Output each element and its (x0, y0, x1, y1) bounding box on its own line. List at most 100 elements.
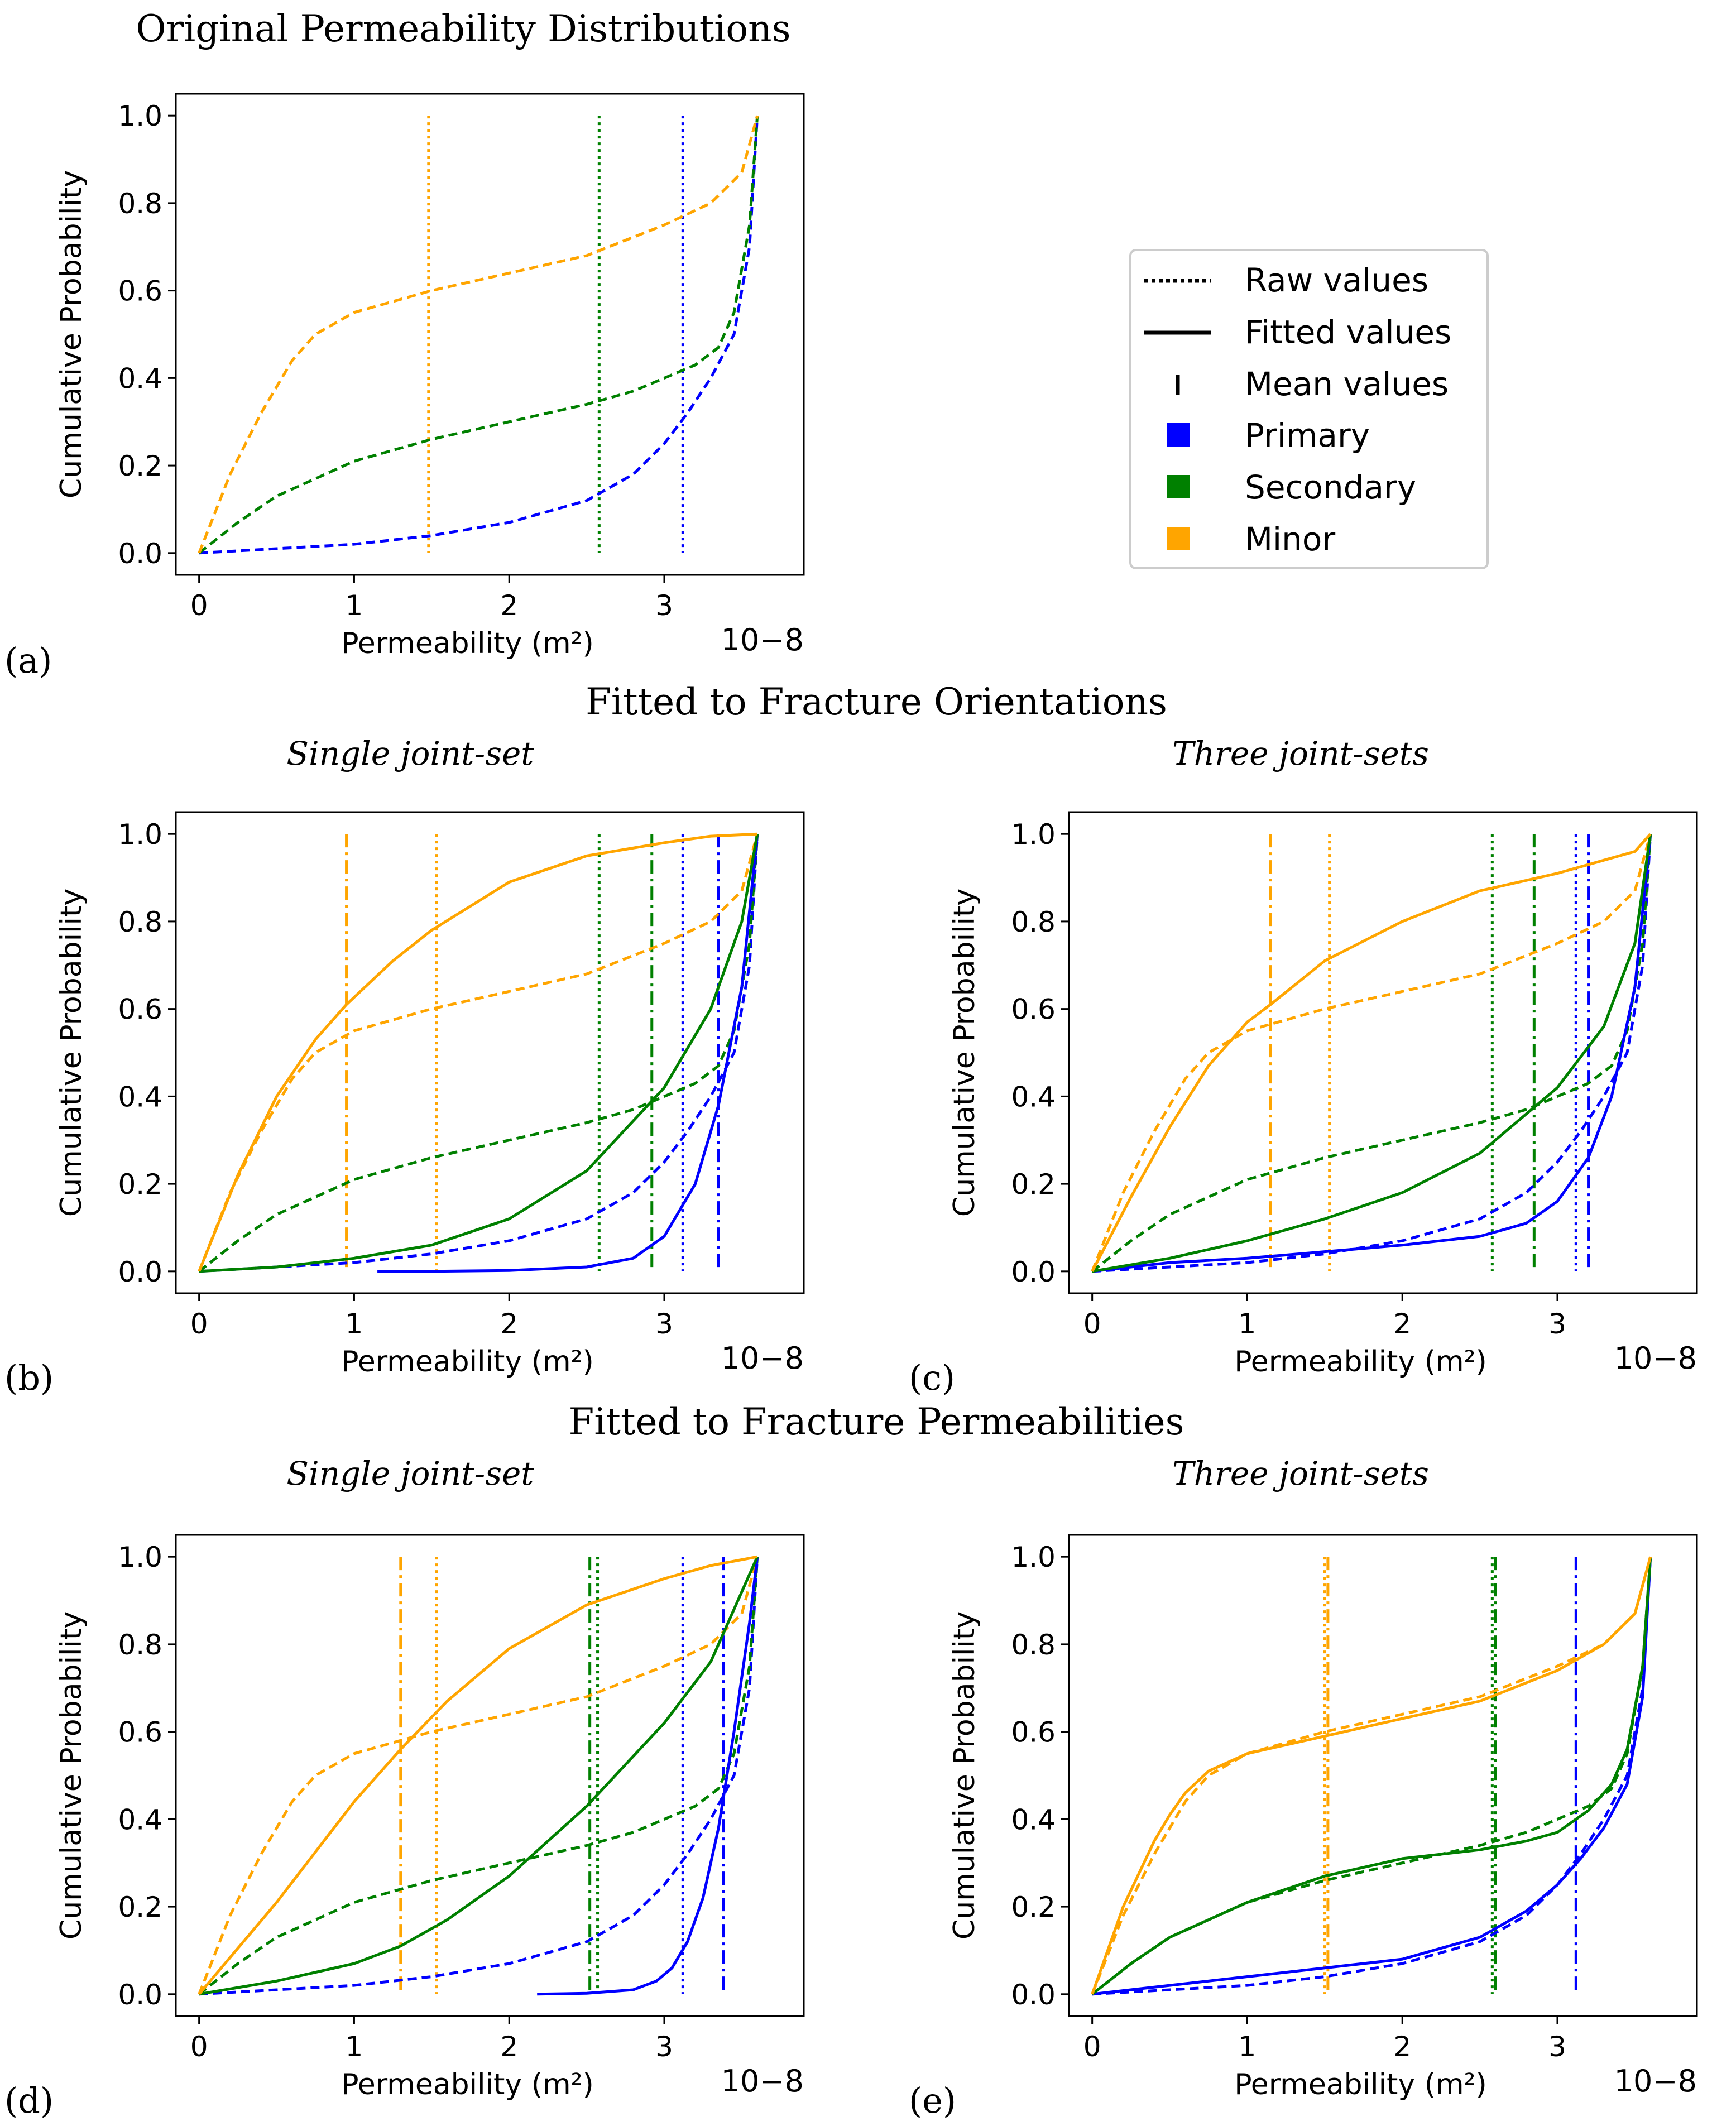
chart-4-series-primary-raw (199, 1557, 759, 1996)
legend-primary-label: Primary (1245, 416, 1370, 454)
chart-2-y-tick-label-4: 0.8 (118, 906, 162, 938)
chart-5-x-tick-label-3: 3 (1548, 2031, 1566, 2063)
chart-4-x-tick-label-0: 0 (190, 2031, 208, 2063)
chart-4-x-tick-label-3: 3 (655, 2031, 673, 2063)
chart-5-y-tick-label-1: 0.2 (1011, 1891, 1056, 1923)
chart-3-x-axis-label: Permeability (m²) (1234, 1345, 1487, 1379)
chart-2-y-tick-label-5: 1.0 (118, 818, 162, 851)
main-heading: Original Permeability Distributions (136, 7, 790, 50)
chart-2-series-secondary-fitted (199, 833, 759, 1273)
chart-3-y-tick-label-0: 0.0 (1011, 1256, 1056, 1288)
chart-4-y-tick-label-2: 0.4 (118, 1803, 162, 1836)
chart-1-series-minor-raw (198, 115, 759, 554)
three-subheading-bottom: Three joint-sets (1172, 1455, 1429, 1492)
legend-raw-label: Raw values (1245, 261, 1428, 299)
chart-5-x-tick-label-1: 1 (1239, 2031, 1257, 2063)
chart-2-x-tick-label-1: 1 (346, 1308, 363, 1340)
chart-5-x-tick-label-2: 2 (1393, 2031, 1411, 2063)
chart-1-x-tick-label-0: 0 (190, 589, 208, 622)
chart-3-x-tick-label-1: 1 (1239, 1308, 1257, 1340)
chart-4-y-tick-label-3: 0.6 (118, 1716, 162, 1749)
chart-3-y-tick-label-1: 0.2 (1011, 1168, 1056, 1201)
chart-1-y-tick-label-2: 0.4 (118, 362, 162, 395)
chart-4-x-tick-label-1: 1 (346, 2031, 363, 2063)
chart-5-series-primary-fitted (1092, 1557, 1652, 1996)
chart-4-y-tick-label-0: 0.0 (118, 1979, 162, 2011)
panel-d: 0 1 2 3 0.0 0.2 0.4 0.6 0.8 1.0 Permeability (m²) C… (4, 1534, 805, 2121)
chart-4-axes-frame (175, 1534, 805, 2017)
chart-4-y-tick-label-5: 1.0 (118, 1541, 162, 1573)
chart-5-axes-frame (1068, 1534, 1698, 2017)
chart-3-y-tick-label-5: 1.0 (1011, 818, 1056, 851)
chart-5-series-secondary-fitted (1091, 1557, 1652, 1995)
chart-5-y-axis-label: Cumulative Probability (948, 1611, 981, 1940)
legend-minor-swatch (1167, 527, 1190, 550)
chart-3-series-minor-fitted (1091, 833, 1652, 1272)
chart-3-y-tick-label-2: 0.4 (1011, 1081, 1056, 1113)
chart-4-panel-label: (d) (4, 2080, 54, 2121)
chart-5-offset-label: 10−8 (1614, 2063, 1697, 2099)
chart-3-series-minor-raw (1091, 833, 1652, 1272)
chart-1-y-tick-label-5: 1.0 (118, 100, 162, 132)
chart-1-x-tick-label-3: 3 (655, 589, 673, 622)
chart-2-y-tick-label-3: 0.6 (118, 994, 162, 1026)
chart-2-series-minor-raw (198, 833, 759, 1272)
chart-5-series-secondary-raw (1091, 1557, 1652, 1995)
legend-secondary-swatch (1167, 475, 1190, 498)
chart-3-series-primary-raw (1092, 834, 1652, 1273)
panel-b: 0 1 2 3 0.0 0.2 0.4 0.6 0.8 1.0 Permeability (m²) C… (4, 811, 805, 1398)
chart-4-series-primary-fitted (537, 1556, 759, 1996)
chart-1-y-tick-label-4: 0.8 (118, 188, 162, 220)
chart-5-y-tick-label-0: 0.0 (1011, 1979, 1056, 2011)
chart-2-series-secondary-raw (198, 834, 759, 1273)
chart-4-y-tick-label-1: 0.2 (118, 1891, 162, 1923)
legend-fitted-label: Fitted values (1245, 313, 1451, 351)
chart-3-y-tick-label-4: 0.8 (1011, 906, 1056, 938)
chart-3-panel-label: (c) (909, 1357, 955, 1398)
panel-c: 0 1 2 3 0.0 0.2 0.4 0.6 0.8 1.0 Permeability (m²) C… (909, 811, 1698, 1398)
chart-1-panel-label: (a) (4, 640, 52, 681)
chart-1-offset-label: 10−8 (721, 622, 804, 658)
chart-5-x-axis-label: Permeability (m²) (1234, 2068, 1487, 2101)
single-subheading-top: Single joint-set (286, 735, 534, 772)
permeabilities-heading: Fitted to Fracture Permeabilities (569, 1400, 1184, 1443)
legend-primary-swatch (1167, 423, 1190, 447)
chart-5-y-tick-label-5: 1.0 (1011, 1541, 1056, 1573)
chart-2-x-tick-label-0: 0 (190, 1308, 208, 1340)
chart-2-x-axis-label: Permeability (m²) (341, 1345, 594, 1379)
chart-5-series-primary-raw (1092, 1557, 1652, 1996)
orientations-heading: Fitted to Fracture Orientations (586, 680, 1167, 723)
chart-3-x-tick-label-3: 3 (1548, 1308, 1566, 1340)
chart-4-series-minor-raw (198, 1556, 759, 1995)
chart-4-series-minor-fitted (198, 1555, 758, 1995)
chart-4-y-axis-label: Cumulative Probability (55, 1611, 88, 1940)
chart-3-axes-frame (1068, 811, 1698, 1294)
chart-1-y-axis-label: Cumulative Probability (55, 170, 88, 498)
chart-2-series-primary-raw (199, 834, 759, 1273)
chart-1-x-tick-label-2: 2 (500, 589, 518, 622)
chart-5-y-tick-label-3: 0.6 (1011, 1716, 1056, 1749)
chart-2-series-minor-fitted (198, 832, 757, 1272)
chart-2-offset-label: 10−8 (721, 1341, 804, 1376)
chart-5-panel-label: (e) (909, 2080, 956, 2121)
chart-2-x-tick-label-3: 3 (655, 1308, 673, 1340)
legend: Raw values Fitted values Mean values Pri… (1129, 249, 1489, 569)
panel-a: 0 1 2 3 0.0 0.2 0.4 0.6 0.8 1.0 Permeability (m²) C… (4, 93, 805, 681)
legend-secondary-label: Secondary (1245, 468, 1416, 506)
chart-1-series-primary-raw (199, 116, 759, 555)
chart-2-y-tick-label-0: 0.0 (118, 1256, 162, 1288)
chart-4-x-axis-label: Permeability (m²) (341, 2068, 594, 2101)
legend-minor-label: Minor (1245, 520, 1335, 558)
chart-2-y-tick-label-1: 0.2 (118, 1168, 162, 1201)
chart-1-series-secondary-raw (198, 116, 759, 554)
chart-4-y-tick-label-4: 0.8 (118, 1629, 162, 1661)
chart-5-y-tick-label-4: 0.8 (1011, 1629, 1056, 1661)
chart-3-series-secondary-fitted (1092, 833, 1652, 1273)
chart-3-x-tick-label-2: 2 (1393, 1308, 1411, 1340)
chart-5-series-minor-fitted (1091, 1556, 1652, 1995)
chart-2-panel-label: (b) (4, 1357, 54, 1398)
chart-1-y-tick-label-1: 0.2 (118, 450, 162, 482)
chart-5-x-tick-label-0: 0 (1083, 2031, 1101, 2063)
chart-5-y-tick-label-2: 0.4 (1011, 1803, 1056, 1836)
